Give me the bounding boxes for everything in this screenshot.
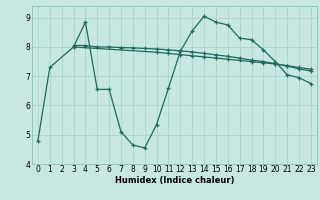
X-axis label: Humidex (Indice chaleur): Humidex (Indice chaleur)	[115, 176, 234, 185]
